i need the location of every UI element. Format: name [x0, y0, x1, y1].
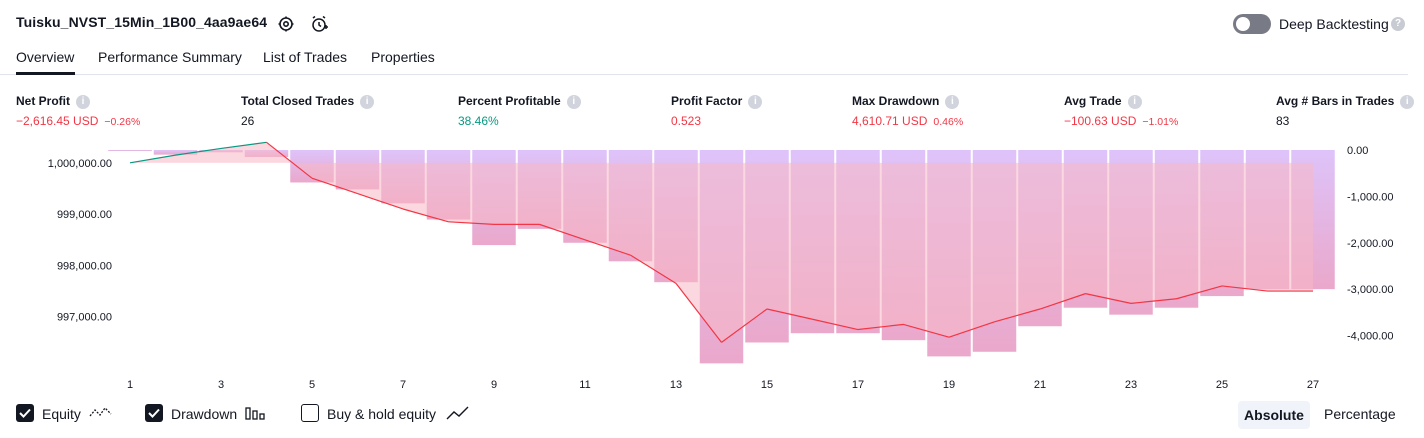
metric-label-total-closed-trades: Total Closed Trades i	[241, 94, 375, 109]
x-axis-tick-label: 7	[400, 379, 406, 391]
left-axis-tick-label: 1,000,000.00	[48, 158, 112, 170]
equity-line-segment	[630, 254, 677, 284]
alarm-add-icon[interactable]	[309, 14, 329, 34]
equity-line-segment	[1085, 293, 1132, 304]
drawdown-bar	[108, 150, 152, 151]
buy-hold-checkbox[interactable]	[301, 404, 319, 422]
equity-legend-icon	[89, 404, 113, 427]
metric-value-percent-profitable: 38.46%	[458, 114, 499, 128]
metric-label-percent-profitable: Percent Profitable i	[458, 94, 581, 109]
equity-line-segment	[721, 308, 768, 343]
equity-line-segment	[266, 141, 313, 179]
toggle-knob	[1236, 17, 1250, 31]
metric-label-profit-factor: Profit Factor i	[671, 94, 763, 109]
left-axis-tick-label: 998,000.00	[57, 260, 112, 272]
equity-line-segment	[357, 193, 404, 210]
x-axis-tick-label: 15	[761, 379, 773, 391]
equity-line-segment	[175, 147, 222, 156]
equity-line-segment	[129, 154, 176, 164]
left-axis-tick-label: 997,000.00	[57, 312, 112, 324]
equity-line-segment	[948, 321, 995, 338]
strategy-title: Tuisku_NVST_15Min_1B00_4aa9ae64	[16, 14, 268, 30]
tab-list-of-trades[interactable]: List of Trades	[263, 49, 348, 65]
metric-value-total-closed-trades: 26	[241, 114, 255, 128]
drawdown-label[interactable]: Drawdown	[171, 406, 238, 422]
deep-backtesting-label: Deep Backtesting	[1279, 16, 1389, 32]
buy-hold-label[interactable]: Buy & hold equity	[327, 406, 436, 422]
tab-properties[interactable]: Properties	[371, 49, 435, 65]
metric-value-avg-bars-in-trades: 83	[1276, 114, 1290, 128]
info-icon[interactable]: i	[1127, 95, 1142, 109]
metric-label-net-profit: Net Profit i	[16, 94, 90, 109]
equity-line-segment	[1176, 285, 1223, 300]
help-icon[interactable]: ?	[1391, 17, 1405, 31]
info-icon[interactable]: i	[1400, 95, 1415, 109]
x-axis-tick-label: 21	[1034, 379, 1046, 391]
equity-line-segment	[584, 239, 631, 256]
left-axis-tick-label: 999,000.00	[57, 209, 112, 221]
info-icon[interactable]: i	[360, 95, 375, 109]
equity-line-segment	[1221, 285, 1268, 292]
tab-divider	[0, 74, 1408, 75]
metric-label-avg-bars-in-trades: Avg # Bars in Trades i	[1276, 94, 1415, 109]
equity-line-segment	[311, 177, 358, 195]
equity-line-segment	[539, 223, 586, 241]
equity-line-segment	[220, 141, 267, 150]
right-axis-tick-label: -3,000.00	[1347, 284, 1393, 296]
metric-value-max-drawdown: 4,610.71 USD 0.46%	[852, 114, 964, 128]
metric-label-max-drawdown: Max Drawdown i	[852, 94, 960, 109]
x-axis-tick-label: 13	[670, 379, 682, 391]
x-axis-tick-label: 23	[1125, 379, 1137, 391]
x-axis-tick-label: 1	[127, 379, 133, 391]
right-axis-tick-label: 0.00	[1347, 145, 1368, 157]
x-axis-tick-label: 5	[309, 379, 315, 391]
right-axis-tick-label: -4,000.00	[1347, 331, 1393, 343]
drawdown-bar	[153, 150, 198, 155]
x-axis-tick-label: 19	[943, 379, 955, 391]
x-axis-tick-label: 27	[1307, 379, 1319, 391]
equity-drawdown-chart[interactable]: 1,000,000.00 999,000.00 998,000.00 997,000.…	[0, 140, 1424, 395]
tab-performance-summary[interactable]: Performance Summary	[98, 49, 242, 65]
gear-icon[interactable]	[276, 14, 296, 34]
equity-line-segment	[812, 318, 859, 331]
x-axis-tick-label: 11	[579, 379, 590, 391]
equity-checkbox[interactable]	[16, 404, 34, 422]
drawdown-checkbox[interactable]	[145, 404, 163, 422]
equity-line-segment	[766, 308, 813, 320]
metric-value-avg-trade: −100.63 USD −1.01%	[1064, 114, 1179, 128]
x-axis-tick-label: 3	[218, 379, 224, 391]
x-axis-tick-label: 25	[1216, 379, 1228, 391]
metric-value-profit-factor: 0.523	[671, 114, 702, 128]
equity-label[interactable]: Equity	[42, 406, 81, 422]
deep-backtesting-toggle[interactable]	[1233, 14, 1271, 34]
equity-line-segment	[994, 308, 1041, 323]
info-icon[interactable]: i	[76, 95, 90, 109]
right-axis-tick-label: -2,000.00	[1347, 238, 1393, 250]
equity-line-segment	[402, 208, 449, 223]
equity-line-segment	[857, 323, 904, 331]
equity-line-segment	[1130, 298, 1177, 304]
info-icon[interactable]: i	[945, 95, 960, 109]
x-axis-tick-label: 9	[491, 379, 497, 391]
equity-area	[130, 142, 1313, 343]
absolute-button[interactable]: Absolute	[1238, 401, 1310, 429]
metric-label-avg-trade: Avg Trade i	[1064, 94, 1142, 109]
tab-overview[interactable]: Overview	[16, 49, 75, 65]
equity-line-segment	[1039, 293, 1086, 310]
x-axis-tick-label: 17	[852, 379, 864, 391]
percentage-button[interactable]: Percentage	[1324, 406, 1396, 422]
buy-hold-legend-icon	[446, 404, 470, 427]
equity-line-segment	[675, 282, 722, 343]
drawdown-legend-icon	[245, 404, 267, 427]
active-tab-indicator	[16, 72, 75, 75]
equity-line-segment	[903, 323, 950, 338]
info-icon[interactable]: i	[566, 95, 581, 109]
metric-value-net-profit: −2,616.45 USD −0.26%	[16, 114, 141, 128]
equity-line-segment	[448, 221, 495, 225]
info-icon[interactable]: i	[748, 95, 763, 109]
right-axis-tick-label: -1,000.00	[1347, 191, 1393, 203]
